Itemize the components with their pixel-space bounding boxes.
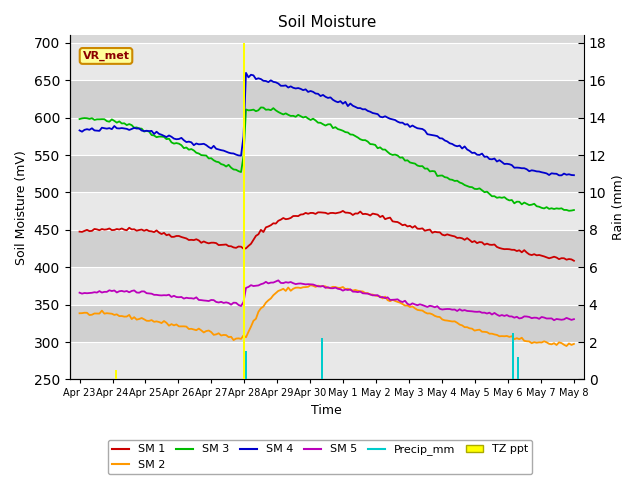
SM 5 [548,315,556,321]
SM 3 [565,208,573,214]
SM 5 [570,316,578,322]
SM 5 [207,297,215,303]
SM 3 [548,205,556,211]
Line: SM 4: SM 4 [79,73,574,175]
SM 3 [106,119,113,125]
SM 1 [339,208,347,214]
Bar [70,192,584,230]
SM 4 [95,128,103,134]
Line: SM 5: SM 5 [79,280,574,320]
SM 2 [531,339,538,345]
SM 4 [555,172,563,178]
SM 3 [76,116,83,122]
Line: SM 3: SM 3 [79,108,574,211]
SM 3 [168,140,175,145]
SM 1 [548,255,556,261]
Bar [70,155,584,192]
Bar [321,338,323,379]
SM 5 [275,277,282,283]
SM 5 [76,290,83,296]
Bar [70,80,584,118]
SM 4 [570,172,578,178]
SM 3 [570,207,578,213]
SM 1 [95,228,103,233]
SM 5 [550,317,558,323]
SM 4 [548,170,556,176]
SM 3 [207,156,215,161]
Bar [115,370,116,379]
SM 3 [257,105,265,110]
SM 2 [548,341,556,347]
Y-axis label: Rain (mm): Rain (mm) [612,175,625,240]
SM 4 [207,145,215,151]
SM 2 [168,321,175,327]
Bar [512,333,514,379]
Bar [70,305,584,342]
SM 2 [207,329,215,335]
SM 1 [207,240,215,246]
SM 2 [76,311,83,316]
Bar [70,342,584,379]
Bar [321,370,323,379]
SM 4 [531,168,538,174]
Title: Soil Moisture: Soil Moisture [278,15,376,30]
SM 2 [563,343,570,349]
Bar [70,230,584,267]
Line: SM 1: SM 1 [79,211,574,261]
X-axis label: Time: Time [312,404,342,417]
Bar [245,351,247,379]
SM 5 [531,315,538,321]
SM 1 [570,258,578,264]
Line: SM 2: SM 2 [79,285,574,346]
SM 1 [168,234,175,240]
SM 5 [106,288,113,293]
Bar [70,267,584,305]
SM 4 [106,125,113,131]
SM 5 [95,288,103,294]
SM 1 [76,229,83,235]
Text: VR_met: VR_met [83,51,129,61]
SM 2 [106,311,113,316]
SM 4 [76,128,83,133]
Y-axis label: Soil Moisture (mV): Soil Moisture (mV) [15,150,28,265]
SM 3 [95,117,103,122]
Bar [70,43,584,80]
SM 2 [570,341,578,347]
Legend: SM 1, SM 2, SM 3, SM 4, SM 5, Precip_mm, TZ ppt: SM 1, SM 2, SM 3, SM 4, SM 5, Precip_mm,… [108,440,532,474]
SM 2 [307,282,314,288]
SM 2 [95,311,103,316]
Bar [516,357,519,379]
SM 4 [242,70,250,76]
SM 1 [531,252,538,257]
SM 3 [531,201,538,207]
SM 1 [106,226,113,231]
SM 5 [168,294,175,300]
SM 4 [168,134,175,140]
Bar [70,118,584,155]
Bar [243,43,245,379]
